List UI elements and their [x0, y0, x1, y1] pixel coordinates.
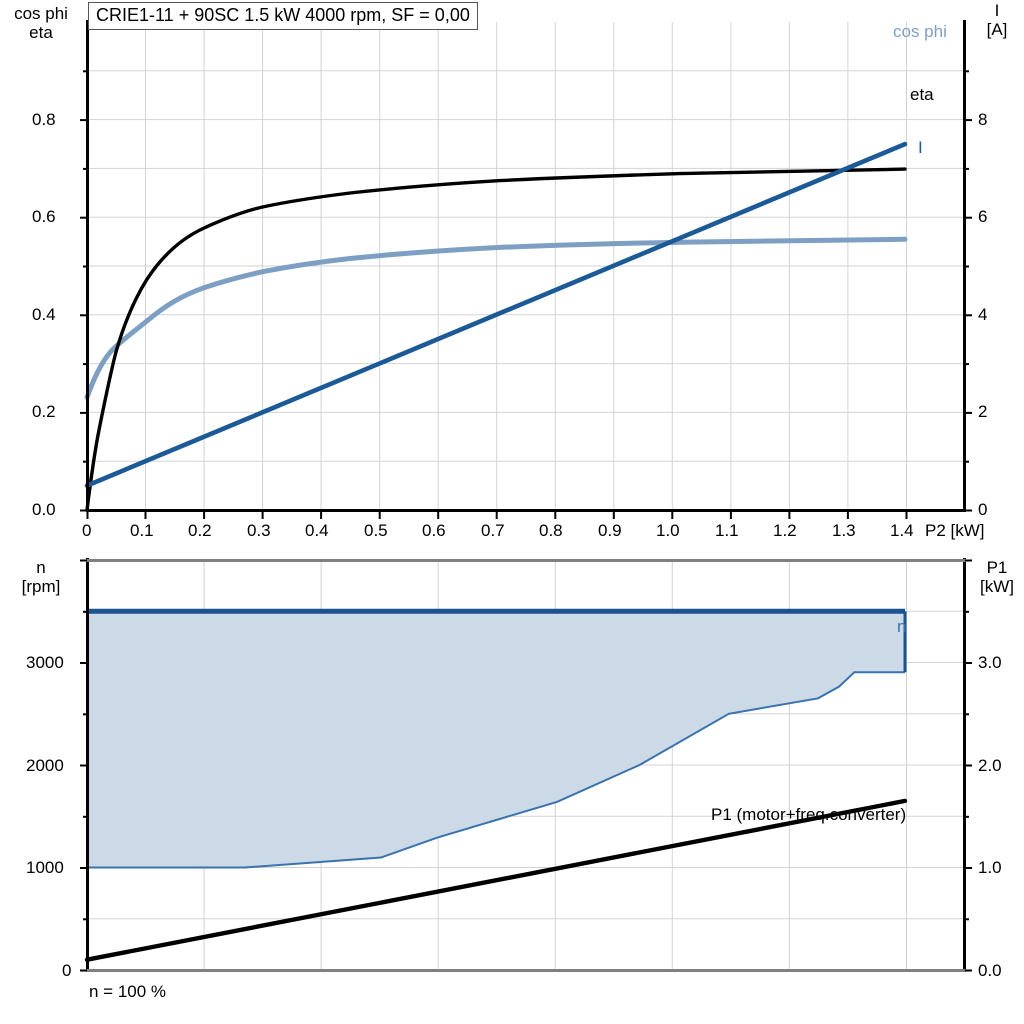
bottom-y2tick-3: 3.0 — [978, 653, 1002, 672]
top-ytick-3: 0.6 — [32, 207, 56, 226]
top-left-ticks — [80, 70, 87, 512]
bottom-right-axis-label-line2: [kW] — [980, 577, 1014, 596]
curve-label-eta: eta — [910, 85, 934, 104]
top-right-axis-label: I [A] — [970, 1, 1024, 39]
bottom-chart: n [rpm] P1 [kW] — [0, 545, 1024, 1024]
bottom-left-axis-label-line2: [rpm] — [21, 577, 61, 596]
top-ytick-4: 0.8 — [32, 110, 56, 129]
top-xtick-0: 0 — [82, 521, 92, 540]
top-x-ticks — [86, 510, 908, 519]
top-xtick-2: 0.2 — [188, 521, 212, 540]
top-xtick-7: 0.7 — [481, 521, 505, 540]
top-right-axis-label-line1: I — [994, 1, 1000, 20]
chart-title: CRIE1-11 + 90SC 1.5 kW 4000 rpm, SF = 0,… — [88, 2, 478, 30]
bottom-left-axis-label: n [rpm] — [0, 558, 82, 596]
top-y2tick-0: 0 — [978, 500, 988, 519]
top-y2tick-4: 8 — [978, 110, 988, 129]
bottom-left-axis-label-line1: n — [36, 558, 46, 577]
top-ytick-1: 0.2 — [32, 402, 56, 421]
top-xtick-5: 0.5 — [364, 521, 388, 540]
bottom-ytick-3: 3000 — [26, 653, 64, 672]
curve-p1 — [84, 798, 908, 962]
top-xtick-12: 1.2 — [773, 521, 797, 540]
bottom-y2tick-2: 2.0 — [978, 756, 1002, 775]
bottom-left-ticks — [80, 559, 87, 972]
top-chart: cos phi eta I [A] CRIE1-11 + 90SC 1.5 kW… — [0, 1, 1024, 540]
curve-speed-lower — [87, 671, 905, 869]
curve-eta — [85, 167, 907, 512]
bottom-ytick-1: 1000 — [26, 858, 64, 877]
top-xtick-4: 0.4 — [305, 521, 329, 540]
top-ytick-2: 0.4 — [32, 305, 56, 324]
top-xtick-8: 0.8 — [539, 521, 563, 540]
bottom-ytick-0: 0 — [62, 961, 72, 980]
top-xtick-9: 0.9 — [598, 521, 622, 540]
top-xtick-6: 0.6 — [422, 521, 446, 540]
top-ytick-0: 0.0 — [32, 500, 56, 519]
bottom-right-ticks — [965, 559, 972, 972]
bottom-right-axis-label-line1: P1 — [986, 558, 1008, 577]
curve-current — [84, 141, 908, 488]
bottom-ytick-2: 2000 — [26, 756, 64, 775]
top-left-axis-label: cos phi eta — [0, 4, 82, 42]
top-left-axis-label-line1: cos phi — [14, 4, 68, 23]
speed-range-band — [87, 611, 905, 868]
top-xtick-1: 0.1 — [130, 521, 154, 540]
top-left-axis-label-line2: eta — [29, 23, 53, 42]
top-xtick-13: 1.3 — [832, 521, 856, 540]
top-y2tick-3: 6 — [978, 207, 988, 226]
bottom-right-axis-label: P1 [kW] — [970, 558, 1024, 596]
top-xtick-10: 1.0 — [656, 521, 680, 540]
top-xtick-14: 1.4 — [890, 521, 914, 540]
bottom-y2tick-0: 0.0 — [978, 961, 1002, 980]
top-chart-plot — [80, 20, 972, 519]
curve-label-current: I — [918, 138, 923, 157]
top-y2tick-1: 2 — [978, 402, 988, 421]
bottom-chart-plot — [80, 558, 972, 972]
speed-note: n = 100 % — [89, 982, 167, 1001]
top-right-ticks — [965, 70, 972, 512]
curve-cos-phi — [84, 236, 908, 400]
bottom-y2tick-1: 1.0 — [978, 858, 1002, 877]
curve-label-speed: n — [897, 617, 907, 636]
top-y2tick-2: 4 — [978, 305, 988, 324]
top-x-axis-label: P2 [kW] — [925, 521, 985, 540]
top-xtick-11: 1.1 — [715, 521, 739, 540]
curve-label-cos-phi: cos phi — [893, 22, 947, 41]
curve-label-p1: P1 (motor+freq.converter) — [711, 805, 907, 824]
top-xtick-3: 0.3 — [247, 521, 271, 540]
top-right-axis-label-line2: [A] — [986, 20, 1008, 39]
